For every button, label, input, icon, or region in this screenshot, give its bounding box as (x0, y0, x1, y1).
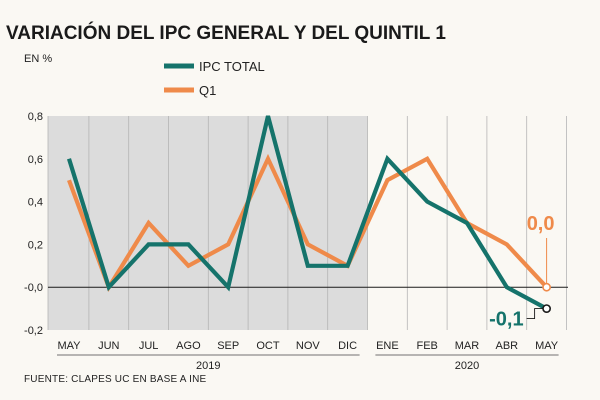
x-tick-label: NOV (296, 340, 321, 352)
end-marker-ipc-total (542, 304, 551, 313)
x-tick-label: JUN (98, 340, 119, 352)
x-tick-label: MAY (535, 340, 559, 352)
year-label: 2020 (455, 360, 479, 372)
y-tick-label: -0,0 (24, 282, 43, 294)
x-tick-label: MAR (455, 340, 480, 352)
chart-title: VARIACIÓN DEL IPC GENERAL Y DEL QUINTIL … (6, 22, 446, 44)
source-note: FUENTE: CLAPES UC EN BASE A INE (24, 374, 206, 385)
y-tick-label: -0,2 (24, 325, 43, 337)
y-tick-label: 0,4 (28, 197, 43, 209)
x-tick-label: SEP (217, 340, 239, 352)
x-tick-label: FEB (416, 340, 437, 352)
x-tick-label: MAY (57, 340, 81, 352)
x-tick-label: ENE (376, 340, 399, 352)
end-marker-q1 (542, 282, 551, 292)
y-axis-unit-label: EN % (24, 53, 52, 65)
y-tick-label: 0,8 (28, 111, 43, 123)
legend-item-ipc-total-label: IPC TOTAL (199, 59, 265, 74)
x-tick-label: DIC (338, 340, 357, 352)
y-tick-label: 0,2 (28, 239, 43, 251)
legend: IPC TOTAL Q1 (164, 59, 265, 98)
x-tick-label: OCT (256, 340, 280, 352)
shaded-region-2019 (48, 116, 368, 330)
y-tick-label: 0,6 (28, 154, 43, 166)
plot-area: 0,8 0,6 0,4 0,2 -0,0 -0,2 MAY JUN JUL AGO SEP OCT NO… (24, 111, 568, 372)
callout-label-ipc-total: -0,1 (489, 309, 523, 331)
x-tick-label: JUL (139, 340, 159, 352)
year-label: 2019 (196, 360, 220, 372)
legend-item-q1-label: Q1 (199, 83, 216, 98)
x-tick-label: AGO (176, 340, 201, 352)
x-tick-label: ABR (495, 340, 518, 352)
series-line-ipc-total (66, 115, 548, 311)
callout-leader-ipc-total (526, 308, 543, 320)
callout-label-q1: 0,0 (527, 213, 555, 235)
